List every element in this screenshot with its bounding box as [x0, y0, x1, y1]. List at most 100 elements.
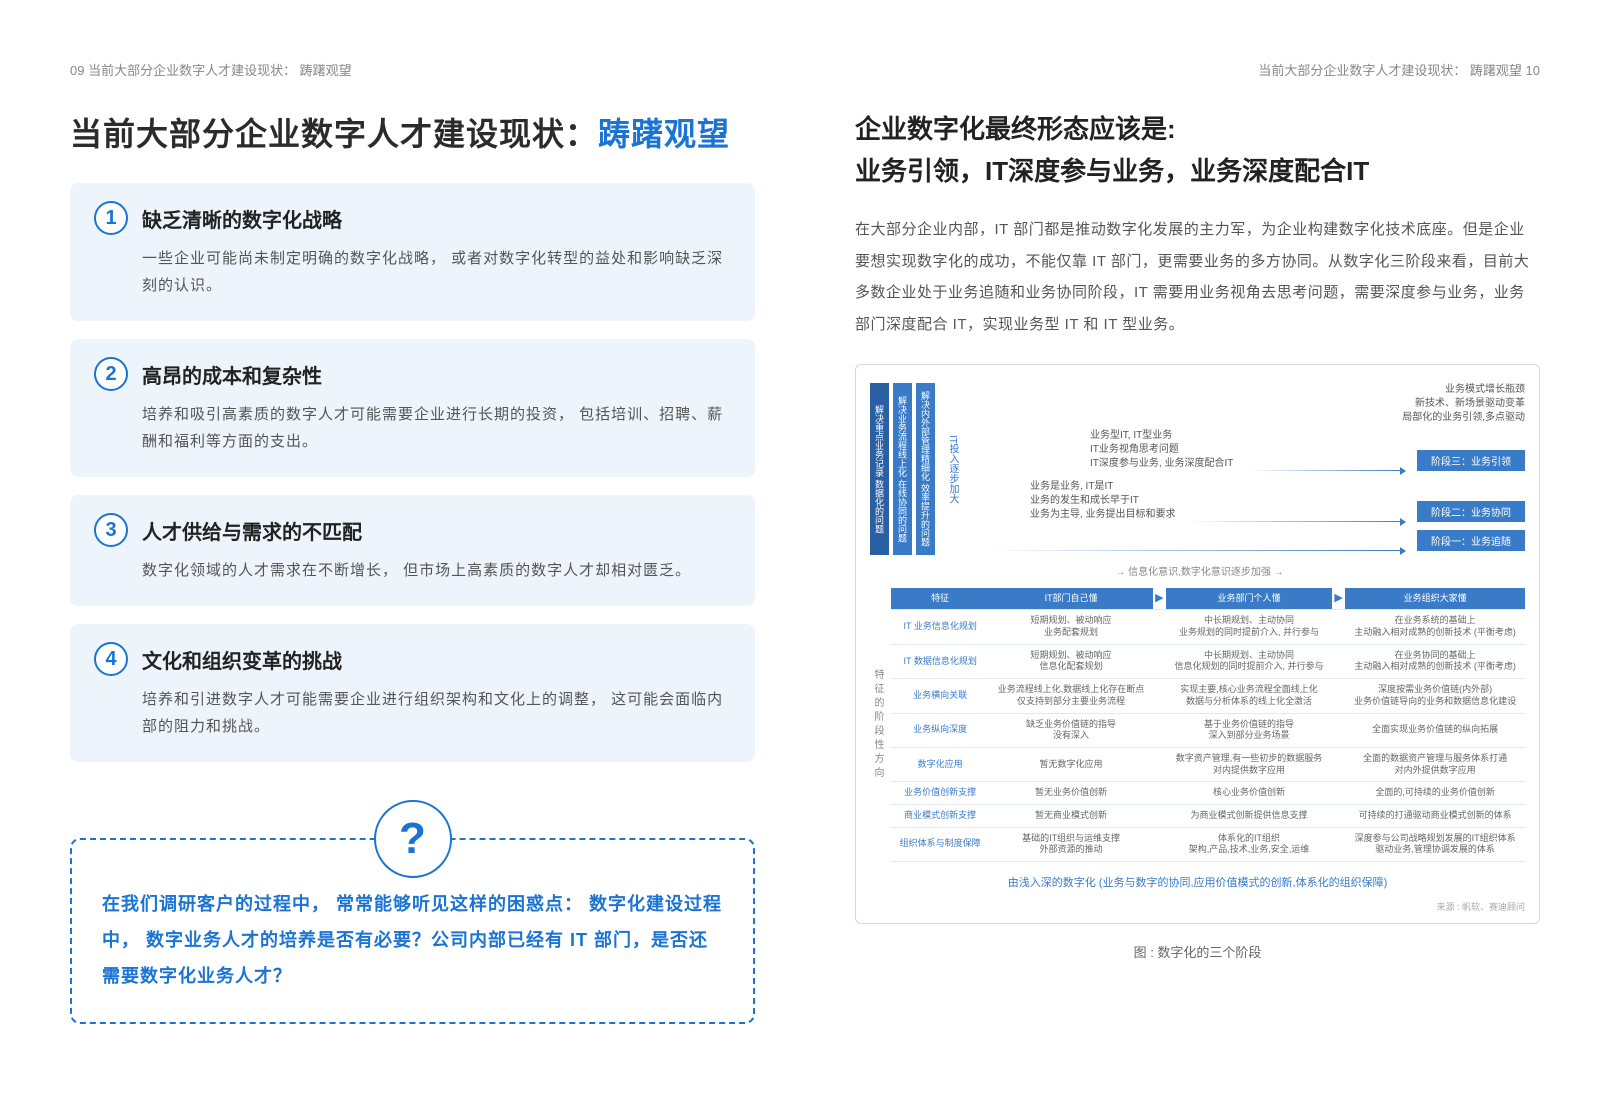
cell: 基础的IT组织与运维支撑外部资源的推动	[989, 827, 1152, 861]
col-head-1: IT部门自己懂	[989, 588, 1152, 610]
cell: 业务流程线上化,数据线上化存在断点仅支持到部分主要业务流程	[989, 679, 1152, 713]
cell: 短期规划、被动响应业务配套规划	[989, 610, 1152, 644]
cell-spacer	[1153, 644, 1166, 678]
card-title: 文化和组织变革的挑战	[142, 645, 342, 674]
table-side-label: 特征的阶段性方向	[870, 588, 885, 862]
card-body: 培养和引进数字人才可能需要企业进行组织架构和文化上的调整， 这可能会面临内部的阻…	[94, 686, 731, 740]
cell-spacer	[1153, 804, 1166, 827]
card-2: 2 高昂的成本和复杂性培养和吸引高素质的数字人才可能需要企业进行长期的投资， 包括…	[70, 339, 755, 477]
cell-spacer	[1332, 610, 1345, 644]
vertical-arrow-label: IT投入逐步加大	[943, 383, 962, 555]
right-paragraph: 在大部分企业内部，IT 部门都是推动数字化发展的主力军，为企业构建数字化技术底座…	[855, 214, 1540, 340]
page-header-right: 当前大部分企业数字人才建设现状： 踌躇观望 10	[855, 60, 1540, 79]
row-head: 组织体系与制度保障	[891, 827, 989, 861]
card-body: 培养和吸引高素质的数字人才可能需要企业进行长期的投资， 包括培训、招聘、薪酬和福…	[94, 401, 731, 455]
cell-spacer	[1332, 644, 1345, 678]
cell: 暂无业务价值创新	[989, 782, 1152, 805]
card-3: 3 人才供给与需求的不匹配数字化领域的人才需求在不断增长， 但市场上高素质的数字人…	[70, 495, 755, 606]
cell: 在业务系统的基础上主动融入相对成熟的创新技术 (平衡考虑)	[1345, 610, 1525, 644]
stage-2: 业务是业务, IT是IT业务的发生和成长早于IT业务为主导, 业务提出目标和要求…	[970, 480, 1525, 522]
cell-spacer	[1153, 610, 1166, 644]
card-number: 1	[94, 201, 128, 235]
pillar-1: 解决重点业务记录 数据化的问题	[870, 383, 889, 555]
stage-label: 阶段二：业务协同	[1417, 501, 1525, 522]
right-title-line2: 业务引领，IT深度参与业务，业务深度配合IT	[855, 156, 1369, 186]
cell: 基于业务价值链的指导深入到部分业务场景	[1166, 713, 1332, 747]
right-title: 企业数字化最终形态应该是: 业务引领，IT深度参与业务，业务深度配合IT	[855, 109, 1540, 192]
diagram-container: 解决重点业务记录 数据化的问题解决业务流程线上化 在线协同的问题解决内外部管理精…	[855, 364, 1540, 924]
cell-spacer	[1332, 827, 1345, 861]
pillar-2: 解决业务流程线上化 在线协同的问题	[893, 383, 912, 555]
card-title: 缺乏清晰的数字化战略	[142, 204, 342, 233]
cell: 全面实现业务价值链的纵向拓展	[1345, 713, 1525, 747]
title-accent: 踌躇观望	[598, 116, 730, 152]
pillar-3: 解决内外部管理精细化 效率提升的问题	[916, 383, 935, 555]
cell: 在业务协同的基础上主动融入相对成熟的创新技术 (平衡考虑)	[1345, 644, 1525, 678]
row-head: 业务价值创新支撑	[891, 782, 989, 805]
card-title: 人才供给与需求的不匹配	[142, 516, 362, 545]
cell: 暂无商业模式创新	[989, 804, 1152, 827]
cell-spacer	[1332, 747, 1345, 781]
card-number: 3	[94, 513, 128, 547]
table-row: 商业模式创新支撑暂无商业模式创新为商业模式创新提供信息支撑可持续的打通驱动商业模…	[891, 804, 1525, 827]
card-number: 4	[94, 642, 128, 676]
row-head: 业务纵向深度	[891, 713, 989, 747]
cell: 核心业务价值创新	[1166, 782, 1332, 805]
cell: 体系化的IT组织架构,产品,技术,业务,安全,运维	[1166, 827, 1332, 861]
table-row: 业务价值创新支撑暂无业务价值创新核心业务价值创新全面的,可持续的业务价值创新	[891, 782, 1525, 805]
table-row: IT 业务信息化规划短期规划、被动响应业务配套规划中长期规划、主动协同业务规划的…	[891, 610, 1525, 644]
card-body: 一些企业可能尚未制定明确的数字化战略， 或者对数字化转型的益处和影响缺乏深刻的认…	[94, 245, 731, 299]
table-row: 业务横向关联业务流程线上化,数据线上化存在断点仅支持到部分主要业务流程实现主要,…	[891, 679, 1525, 713]
row-head: IT 业务信息化规划	[891, 610, 989, 644]
cell-spacer	[1153, 827, 1166, 861]
col-head-3: 业务组织大家懂	[1345, 588, 1525, 610]
card-title: 高昂的成本和复杂性	[142, 360, 322, 389]
table-footer: 由浅入深的数字化 (业务与数字的协同,应用价值模式的创新,体系化的组织保障)	[870, 862, 1525, 894]
card-1: 1 缺乏清晰的数字化战略一些企业可能尚未制定明确的数字化战略， 或者对数字化转型的…	[70, 183, 755, 321]
question-block: ? 在我们调研客户的过程中， 常常能够听见这样的困惑点： 数字化建设过程中， 数…	[70, 800, 755, 1024]
cell-spacer	[1332, 679, 1345, 713]
cell: 全面的,可持续的业务价值创新	[1345, 782, 1525, 805]
cell: 中长期规划、主动协同信息化规划的同时提前介入, 并行参与	[1166, 644, 1332, 678]
diagram-source: 来源 : 帆软、赛迪顾问	[870, 900, 1525, 913]
question-text: 在我们调研客户的过程中， 常常能够听见这样的困惑点： 数字化建设过程中， 数字业…	[102, 886, 723, 994]
main-title: 当前大部分企业数字人才建设现状：踌躇观望	[70, 109, 755, 155]
card-body: 数字化领域的人才需求在不断增长， 但市场上高素质的数字人才却相对匮乏。	[94, 557, 731, 584]
cell: 深度参与公司战略规划发展的IT组织体系驱动业务,管理协调发展的体系	[1345, 827, 1525, 861]
arrow-icon: ▶	[1153, 588, 1166, 610]
stage-text: 业务型IT, IT型业务IT业务视角思考问题IT深度参与业务, 业务深度配合IT	[1090, 429, 1233, 471]
page-header-left: 09 当前大部分企业数字人才建设现状： 踌躇观望	[70, 60, 755, 79]
stage-table: 特征IT部门自己懂▶业务部门个人懂▶业务组织大家懂 IT 业务信息化规划短期规划…	[891, 588, 1525, 862]
cell-spacer	[1153, 747, 1166, 781]
stage-1: 阶段一：业务追随	[970, 530, 1525, 551]
cell-spacer	[1153, 713, 1166, 747]
card-4: 4 文化和组织变革的挑战培养和引进数字人才可能需要企业进行组织架构和文化上的调整，…	[70, 624, 755, 762]
cell: 缺乏业务价值链的指导没有深入	[989, 713, 1152, 747]
col-head-2: 业务部门个人懂	[1166, 588, 1332, 610]
row-head: IT 数据信息化规划	[891, 644, 989, 678]
col-head-0: 特征	[891, 588, 989, 610]
table-row: 组织体系与制度保障基础的IT组织与运维支撑外部资源的推动体系化的IT组织架构,产…	[891, 827, 1525, 861]
cell-spacer	[1332, 804, 1345, 827]
cell: 全面的数据资产管理与服务体系打通对内外提供数字应用	[1345, 747, 1525, 781]
stage-label: 阶段三：业务引领	[1417, 450, 1525, 471]
cell: 深度按需业务价值链(内外部)业务价值链导向的业务和数据信息化建设	[1345, 679, 1525, 713]
cell-spacer	[1153, 782, 1166, 805]
title-prefix: 当前大部分企业数字人才建设现状：	[70, 116, 598, 152]
right-title-line1: 企业数字化最终形态应该是:	[855, 114, 1176, 144]
cell: 短期规划、被动响应信息化配套规划	[989, 644, 1152, 678]
question-mark-icon: ?	[374, 800, 452, 878]
arrow-icon: ▶	[1332, 588, 1345, 610]
cell: 为商业模式创新提供信息支撑	[1166, 804, 1332, 827]
card-number: 2	[94, 357, 128, 391]
diagram-caption: 图 : 数字化的三个阶段	[855, 942, 1540, 961]
cell: 暂无数字化应用	[989, 747, 1152, 781]
stage-label: 阶段一：业务追随	[1417, 530, 1525, 551]
cell-spacer	[1332, 713, 1345, 747]
table-row: 数字化应用暂无数字化应用数字资产管理,有一些初步的数据服务对内提供数字应用全面的…	[891, 747, 1525, 781]
row-head: 业务横向关联	[891, 679, 989, 713]
stage-3: 业务型IT, IT型业务IT业务视角思考问题IT深度参与业务, 业务深度配合IT…	[970, 429, 1525, 471]
table-row: 业务纵向深度缺乏业务价值链的指导没有深入基于业务价值链的指导深入到部分业务场景全…	[891, 713, 1525, 747]
cell: 实现主要,核心业务流程全面线上化数据与分析体系的线上化全激活	[1166, 679, 1332, 713]
table-row: IT 数据信息化规划短期规划、被动响应信息化配套规划中长期规划、主动协同信息化规…	[891, 644, 1525, 678]
